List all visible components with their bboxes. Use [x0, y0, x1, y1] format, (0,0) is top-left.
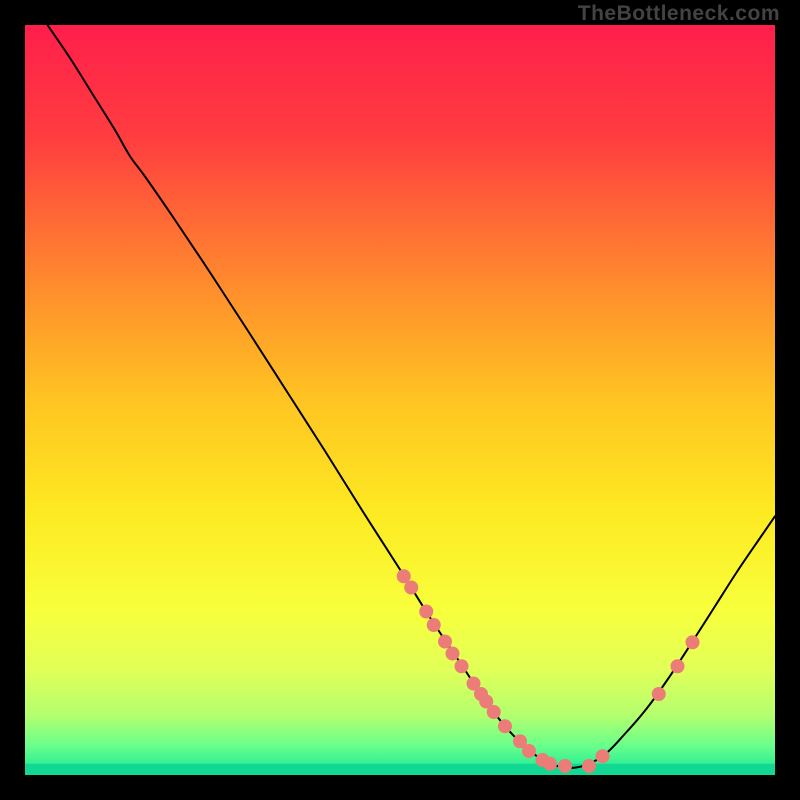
marker-point: [652, 687, 666, 701]
marker-point: [522, 744, 536, 758]
bottom-band: [25, 764, 775, 775]
marker-point: [582, 759, 596, 773]
marker-point: [427, 618, 441, 632]
watermark-text: TheBottleneck.com: [578, 2, 780, 26]
marker-point: [419, 605, 433, 619]
gradient-background: [25, 25, 775, 775]
marker-point: [438, 635, 452, 649]
chart-container: TheBottleneck.com: [0, 0, 800, 800]
marker-point: [543, 757, 557, 771]
marker-point: [446, 647, 460, 661]
chart-svg: [25, 25, 775, 775]
marker-point: [455, 659, 469, 673]
marker-point: [671, 659, 685, 673]
marker-point: [487, 705, 501, 719]
marker-point: [498, 719, 512, 733]
marker-point: [558, 759, 572, 773]
marker-point: [686, 635, 700, 649]
plot-area: [25, 25, 775, 775]
marker-point: [596, 749, 610, 763]
marker-point: [404, 581, 418, 595]
